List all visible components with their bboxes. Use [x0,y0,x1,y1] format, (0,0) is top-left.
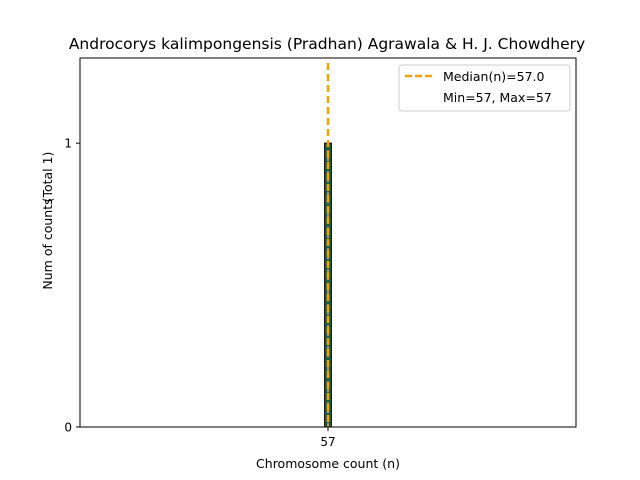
legend-box [398,64,571,112]
legend: Median(n)=57.0 Min=57, Max=57 [398,64,571,112]
y-axis-label: Num of counts [40,198,55,289]
chart-title: Androcorys kalimpongensis (Pradhan) Agra… [69,35,585,53]
legend-range-label: Min=57, Max=57 [443,90,552,105]
y-axis-total-label: (Total 1) [40,152,55,203]
legend-median-label: Median(n)=57.0 [443,69,544,84]
x-axis-label: Chromosome count (n) [256,456,400,471]
y-axis: 01 [64,137,80,435]
x-tick-label-57: 57 [320,435,335,449]
y-tick-label-1: 1 [64,137,72,151]
x-axis: 57 [320,427,336,449]
y-tick-label-0: 0 [64,421,72,435]
